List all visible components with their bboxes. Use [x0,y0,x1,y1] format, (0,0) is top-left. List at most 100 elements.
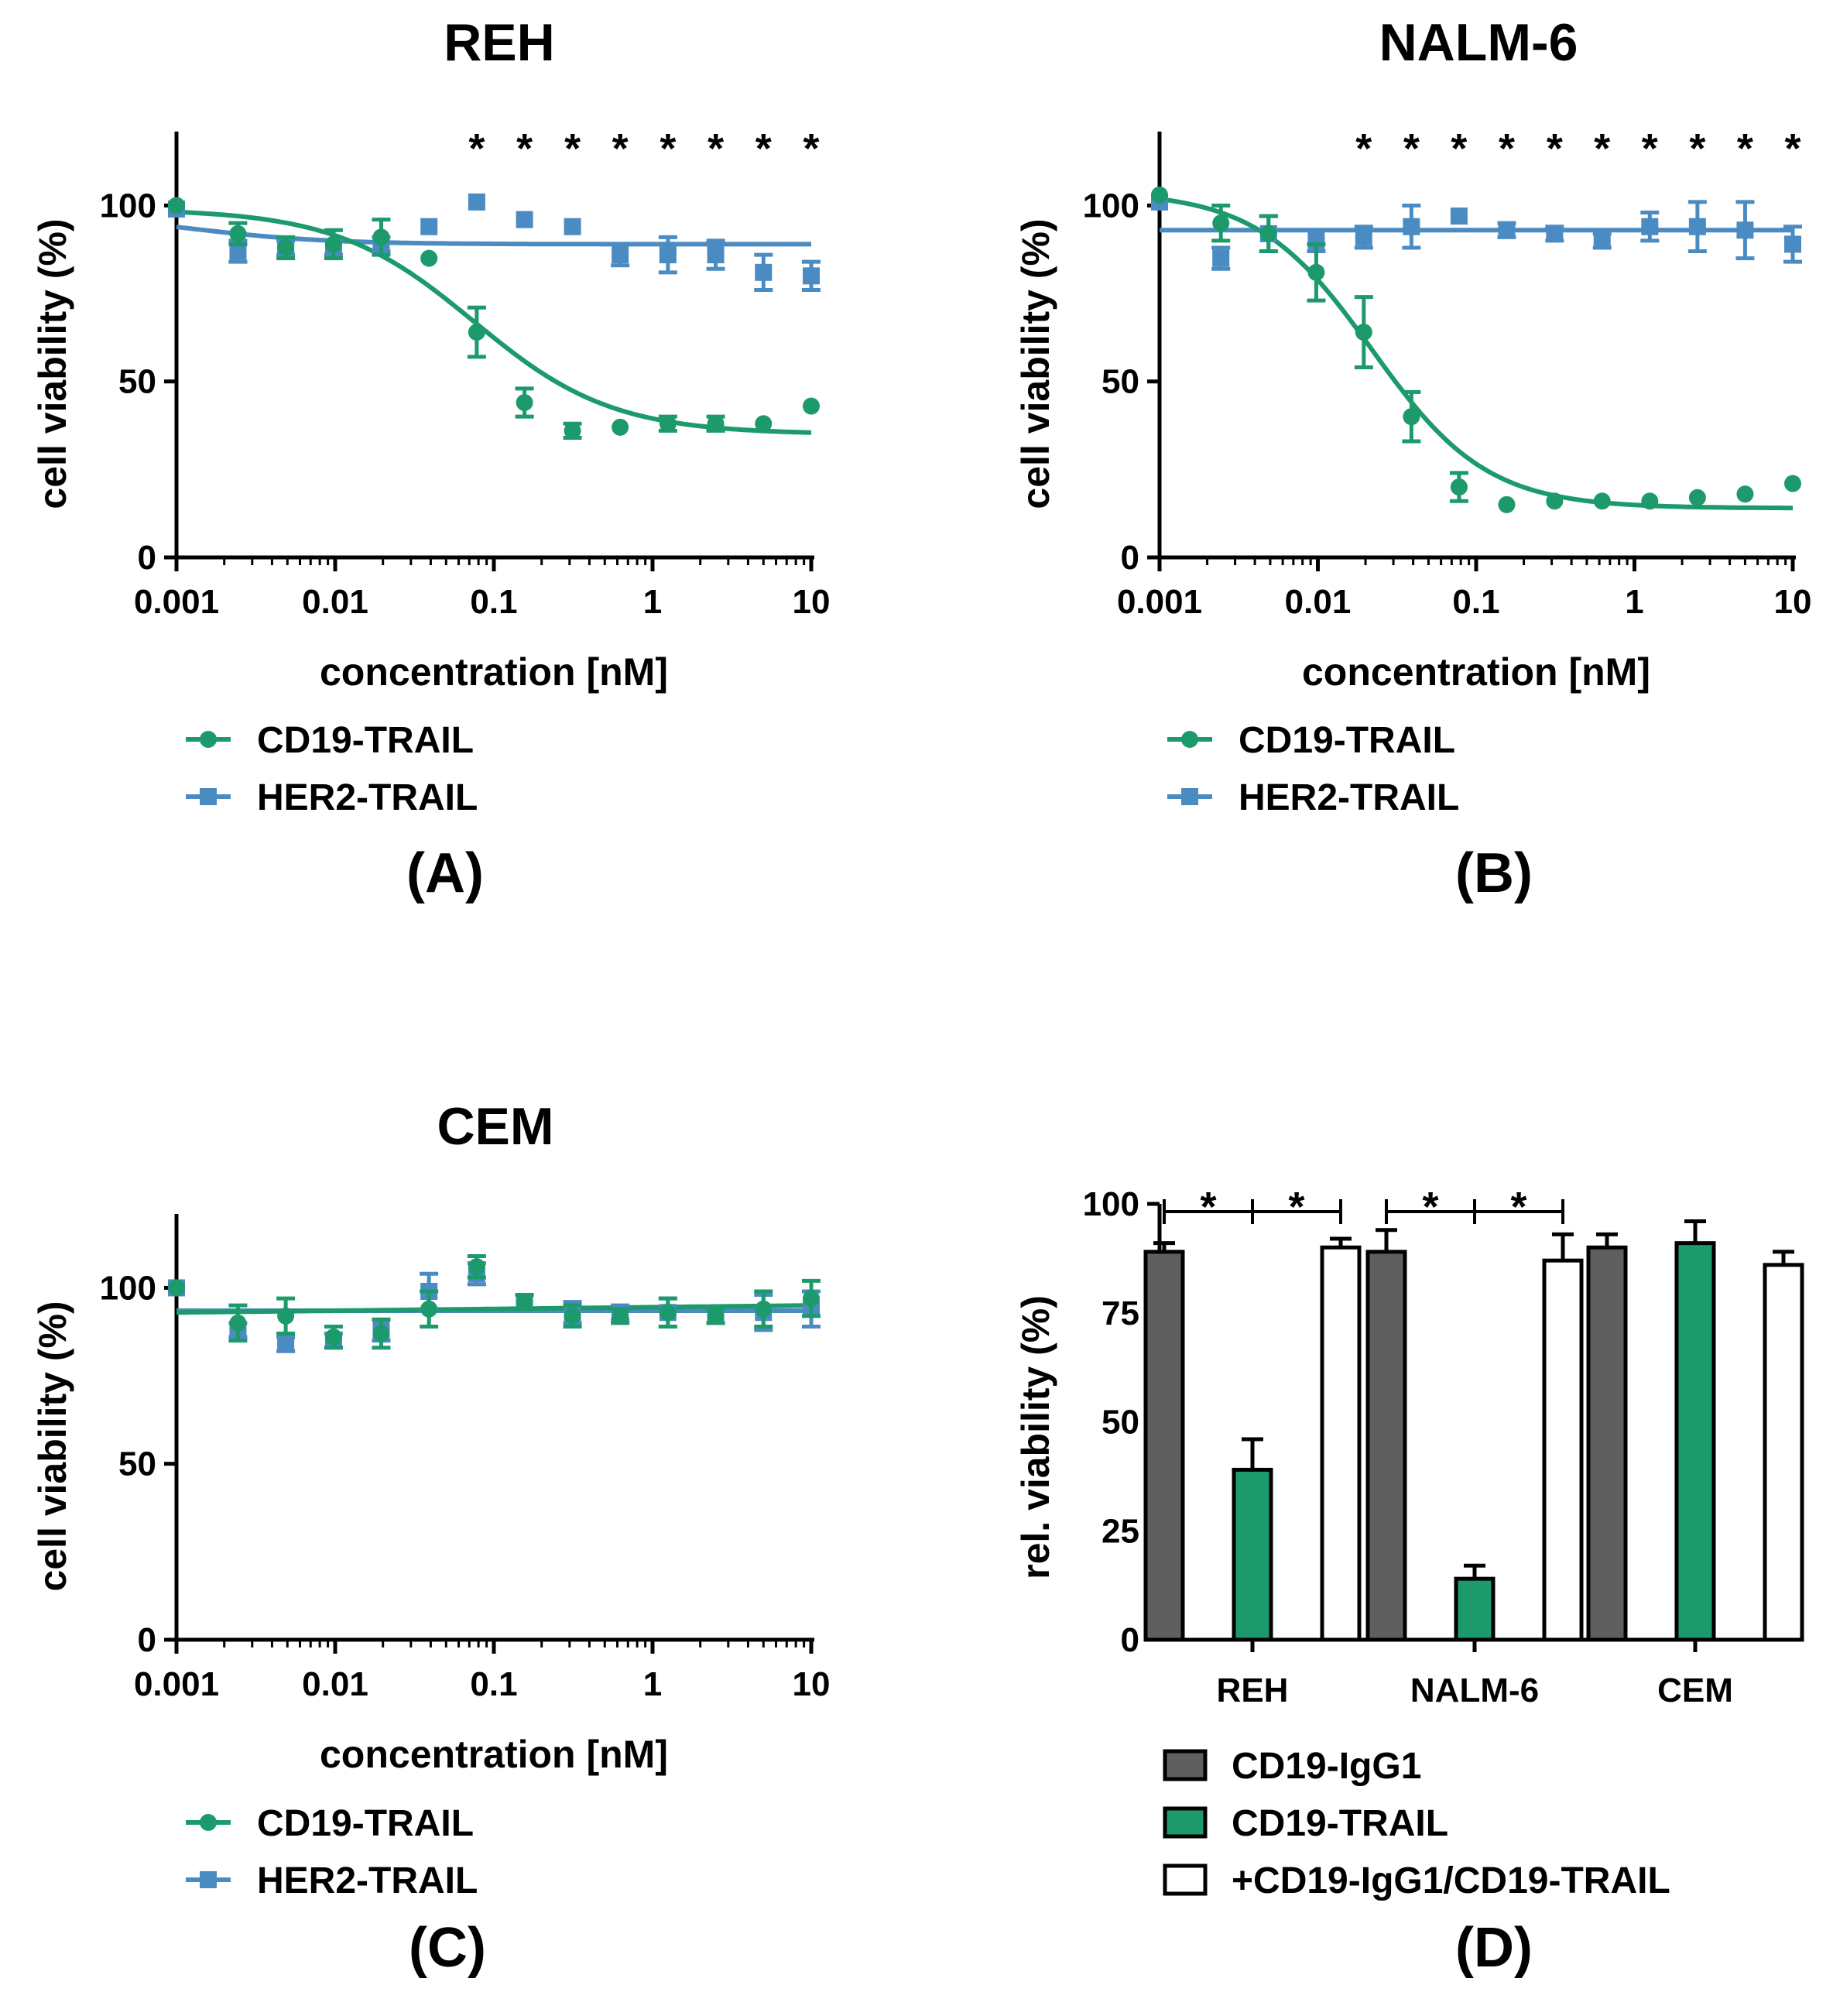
panel-label: (D) [1455,1917,1533,1979]
data-point-her2-trail [1641,218,1659,235]
data-point-cd19-trail [1593,492,1611,510]
data-point-cd19-trail [420,249,438,267]
x-tick-label: 0.001 [1117,583,1202,621]
significance-star: * [1200,1184,1216,1230]
data-point-cd19-trail [516,1293,533,1311]
y-tick-label: 50 [118,363,156,401]
bar-cd19-trail [1232,1467,1273,1642]
data-point-cd19-trail [168,1279,185,1297]
significance-star: * [1547,125,1563,172]
significance-star: * [1737,125,1753,172]
data-point-cd19-trail [1212,214,1230,232]
x-tick-label: 10 [793,583,831,621]
data-point-her2-trail [1212,249,1230,267]
data-point-cd19-trail [564,422,581,440]
legend-marker [200,1871,217,1888]
data-point-her2-trail [468,193,485,211]
data-point-cd19-trail [324,1329,342,1346]
data-point-cd19-trail [1736,485,1754,503]
significance-star: * [468,125,485,172]
legend-marker [1181,788,1198,805]
significance-star: * [708,125,724,172]
x-tick-label: 10 [793,1665,831,1703]
data-point-cd19-trail [324,235,342,253]
legend-marker [200,1814,217,1831]
bar-cd19-trail [1674,1241,1716,1642]
bar--cd19-igg1-cd19-trail [1542,1258,1584,1642]
y-tick-label: 100 [100,187,156,225]
y-tick-label: 100 [1083,1185,1139,1223]
significance-star: * [803,125,819,172]
fit-curve-cd19-trail [176,209,812,435]
y-tick-label: 50 [1102,1404,1139,1442]
data-point-cd19-trail [659,415,677,433]
legend-swatch [1163,1806,1208,1839]
legend-marker [200,731,217,748]
x-tick-label: 0.1 [1452,583,1499,621]
legend-label: +CD19-IgG1/CD19-TRAIL [1232,1860,1670,1901]
x-tick-label: REH [1217,1671,1289,1709]
data-point-cd19-trail [1498,495,1516,513]
x-tick-label: 1 [1625,583,1643,621]
data-point-cd19-trail [564,1307,581,1325]
data-point-cd19-trail [755,1300,773,1318]
panel-label: (B) [1455,842,1533,904]
data-point-her2-trail [516,211,533,228]
data-point-cd19-trail [1641,492,1659,510]
legend-marker [200,788,217,805]
legend-label: CD19-TRAIL [257,1803,474,1844]
legend-label: HER2-TRAIL [1239,777,1459,818]
significance-star: * [1355,125,1372,172]
chart-title: NALM-6 [1379,13,1578,72]
data-point-cd19-trail [516,394,533,411]
data-point-her2-trail [1593,231,1611,249]
chart-title: CEM [437,1097,553,1156]
significance-star: * [1642,125,1658,172]
data-point-cd19-trail [803,397,820,415]
x-axis-label: concentration [nM] [320,650,668,694]
significance-star: * [1499,125,1515,172]
legend-swatch [1163,1749,1208,1781]
data-point-cd19-trail [1259,225,1277,242]
significance-star: * [1510,1184,1526,1230]
legend-label: CD19-TRAIL [257,720,474,761]
chart-panel-c: CEM 0 50 100 0.001 0.01 0.1 1 10 concentration [n… [31,1097,830,1979]
data-point-cd19-trail [612,418,629,436]
significance-star: * [564,125,581,172]
chart-panel-a: REH 0 50 100 0.001 0.01 0.1 1 10 concentration [n… [31,13,830,904]
bar-cd19-igg1 [1143,1250,1185,1642]
significance-star: * [1784,125,1800,172]
x-axis-label: concentration [nM] [1302,650,1650,694]
y-tick-label: 75 [1102,1294,1139,1332]
y-tick-label: 100 [100,1269,156,1307]
chart-title: REH [444,13,555,72]
data-point-her2-trail [659,246,677,264]
significance-star: * [1451,125,1467,172]
legend-label: CD19-TRAIL [1239,720,1455,761]
data-point-cd19-trail [420,1300,438,1318]
y-axis-label: cell viability (%) [31,218,74,509]
data-point-her2-trail [564,218,581,235]
data-point-her2-trail [1736,221,1754,239]
chart-panel-b: NALM-6 0 50 100 0.001 0.01 0.1 1 10 concentration… [1014,13,1811,904]
data-point-cd19-trail [1307,263,1325,281]
bar-cd19-igg1 [1365,1250,1407,1642]
x-tick-label: CEM [1657,1671,1733,1709]
data-point-cd19-trail [468,1258,485,1276]
bar-cd19-trail [1454,1576,1496,1642]
data-point-cd19-trail [1403,408,1420,426]
panel-label: (C) [409,1917,486,1979]
data-point-her2-trail [803,267,820,285]
data-point-cd19-trail [229,225,247,242]
data-point-cd19-trail [1688,489,1706,506]
data-point-her2-trail [1450,207,1468,225]
data-point-cd19-trail [612,1307,629,1325]
data-point-her2-trail [277,1335,295,1353]
x-axis-label: concentration [nM] [320,1733,668,1776]
significance-star: * [660,125,676,172]
data-point-cd19-trail [755,415,773,433]
legend-label: HER2-TRAIL [257,777,478,818]
data-point-cd19-trail [468,324,485,341]
bar--cd19-igg1-cd19-trail [1763,1263,1804,1642]
